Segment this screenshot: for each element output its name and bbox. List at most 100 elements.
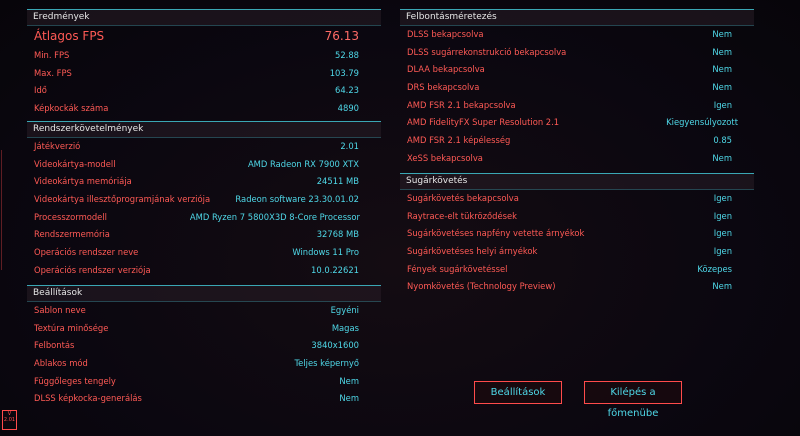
rt-reflections-value: Igen <box>713 210 732 221</box>
drs-value: Nem <box>712 82 732 93</box>
driver-version-label: Videokártya illesztőprogramjának verziój… <box>34 194 211 205</box>
avg-fps-label: Átlagos FPS <box>34 29 105 43</box>
avg-fps-value: 76.13 <box>324 29 359 43</box>
raytracing-panel: Sugárkövetés Sugárkövetés bekapcsolva Ige… <box>400 173 754 296</box>
raytracing-header: Sugárkövetés <box>400 173 754 190</box>
list-item: DLSS képkocka-generálás Nem <box>27 390 381 408</box>
results-panel: Eredmények Átlagos FPS 76.13 Min. FPS 52… <box>27 9 381 118</box>
list-item: Függőleges tengely Nem <box>27 373 381 391</box>
dlss-value: Nem <box>712 29 732 39</box>
window-mode-label: Ablakos mód <box>34 358 88 369</box>
cpu-model-label: Processzormodell <box>34 211 107 222</box>
preset-value: Egyéni <box>330 305 359 315</box>
list-item: DLAA bekapcsolva Nem <box>400 61 754 79</box>
list-item: AMD FidelityFX Super Resolution 2.1 Kiegy… <box>400 114 754 132</box>
scaling-header: Felbontásméretezés <box>400 9 754 26</box>
list-item: Sugárkövetés bekapcsolva Igen <box>400 190 754 208</box>
list-item: AMD FSR 2.1 képélesség 0.85 <box>400 132 754 150</box>
dlss-label: DLSS bekapcsolva <box>407 29 484 39</box>
gpu-model-label: Videokártya-modell <box>34 158 116 169</box>
list-item: Játékverzió 2.01 <box>27 138 381 156</box>
frames-row: Képkockák száma 4890 <box>27 100 381 118</box>
frames-label: Képkockák száma <box>34 103 109 114</box>
rt-sun-shadows-label: Sugárkövetéses napfény vetette árnyékok <box>407 228 585 239</box>
dlss-framegen-label: DLSS képkocka-generálás <box>34 393 142 404</box>
list-item: Operációs rendszer neve Windows 11 Pro <box>27 244 381 262</box>
version-tag: V 2.01 <box>2 410 17 430</box>
avg-fps-row: Átlagos FPS 76.13 <box>27 26 381 47</box>
list-item: Felbontás 3840x1600 <box>27 337 381 355</box>
fsr-enabled-value: Igen <box>713 99 732 110</box>
fsr-enabled-label: AMD FSR 2.1 bekapcsolva <box>407 99 516 110</box>
dlss-rr-label: DLSS sugárrekonstrukció bekapcsolva <box>407 46 567 57</box>
list-item: Nyomkövetés (Technology Preview) Nem <box>400 278 754 296</box>
vsync-label: Függőleges tengely <box>34 375 116 386</box>
os-name-label: Operációs rendszer neve <box>34 247 139 258</box>
xess-label: XeSS bekapcsolva <box>407 152 483 163</box>
resolution-value: 3840x1600 <box>311 340 359 351</box>
list-item: Rendszermemória 32768 MB <box>27 226 381 244</box>
rt-local-shadows-value: Igen <box>713 246 732 257</box>
texture-quality-label: Textúra minősége <box>34 322 109 333</box>
results-header: Eredmények <box>27 9 381 26</box>
list-item: Videokártya illesztőprogramjának verziój… <box>27 191 381 209</box>
fsr-sharpness-label: AMD FSR 2.1 képélesség <box>407 135 511 146</box>
rt-local-shadows-label: Sugárkövetéses helyi árnyékok <box>407 246 538 257</box>
settings-panel: Beállítások Sablon neve Egyéni Textúra mi… <box>27 285 381 408</box>
texture-quality-value: Magas <box>331 322 359 333</box>
fsr-mode-value: Kiegyensúlyozott <box>666 117 738 128</box>
settings-button[interactable]: Beállítások <box>474 381 562 404</box>
min-fps-label: Min. FPS <box>34 50 70 60</box>
time-value: 64.23 <box>335 85 359 96</box>
list-item: Ablakos mód Teljes képernyő <box>27 355 381 373</box>
max-fps-value: 103.79 <box>329 67 359 78</box>
preset-label: Sablon neve <box>34 305 86 315</box>
path-tracing-label: Nyomkövetés (Technology Preview) <box>407 281 556 292</box>
game-version-label: Játékverzió <box>34 141 81 151</box>
rt-sun-shadows-value: Igen <box>713 228 732 239</box>
exit-to-main-menu-button[interactable]: Kilépés a főmenübe <box>584 381 682 419</box>
gpu-model-value: AMD Radeon RX 7900 XTX <box>247 158 359 169</box>
system-memory-value: 32768 MB <box>316 229 359 240</box>
os-name-value: Windows 11 Pro <box>292 247 359 258</box>
rt-enabled-value: Igen <box>713 193 732 203</box>
max-fps-row: Max. FPS 103.79 <box>27 65 381 83</box>
dlss-rr-value: Nem <box>712 46 732 57</box>
system-panel: Rendszerkövetelmények Játékverzió 2.01 Vi… <box>27 121 381 280</box>
os-version-label: Operációs rendszer verziója <box>34 264 151 275</box>
system-header: Rendszerkövetelmények <box>27 121 381 138</box>
list-item: Sablon neve Egyéni <box>27 302 381 320</box>
settings-header: Beállítások <box>27 285 381 302</box>
list-item: Videokártya memóriája 24511 MB <box>27 173 381 191</box>
list-item: Raytrace-elt tükröződések Igen <box>400 208 754 226</box>
list-item: Operációs rendszer verziója 10.0.22621 <box>27 262 381 280</box>
dlss-framegen-value: Nem <box>339 393 359 404</box>
resolution-label: Felbontás <box>34 340 75 351</box>
window-mode-value: Teljes képernyő <box>294 358 359 369</box>
max-fps-label: Max. FPS <box>34 67 72 78</box>
frames-value: 4890 <box>337 103 359 114</box>
scaling-panel: Felbontásméretezés DLSS bekapcsolva Nem D… <box>400 9 754 168</box>
list-item: Textúra minősége Magas <box>27 320 381 338</box>
fsr-sharpness-value: 0.85 <box>713 135 732 146</box>
cpu-model-value: AMD Ryzen 7 5800X3D 8-Core Processor <box>189 211 360 222</box>
list-item: Sugárkövetéses napfény vetette árnyékok I… <box>400 225 754 243</box>
fsr-mode-label: AMD FidelityFX Super Resolution 2.1 <box>407 117 560 128</box>
vsync-value: Nem <box>339 375 359 386</box>
list-item: Sugárkövetéses helyi árnyékok Igen <box>400 243 754 261</box>
side-decoration <box>1 150 6 270</box>
dlaa-label: DLAA bekapcsolva <box>407 64 485 75</box>
xess-value: Nem <box>712 152 732 163</box>
list-item: DRS bekapcsolva Nem <box>400 79 754 97</box>
dlaa-value: Nem <box>712 64 732 75</box>
os-version-value: 10.0.22621 <box>311 264 359 275</box>
path-tracing-value: Nem <box>712 281 732 292</box>
list-item: XeSS bekapcsolva Nem <box>400 150 754 168</box>
min-fps-row: Min. FPS 52.88 <box>27 47 381 65</box>
list-item: AMD FSR 2.1 bekapcsolva Igen <box>400 97 754 115</box>
gpu-memory-label: Videokártya memóriája <box>34 176 132 187</box>
list-item: Fények sugárkövetéssel Közepes <box>400 261 754 279</box>
time-row: Idő 64.23 <box>27 82 381 100</box>
min-fps-value: 52.88 <box>335 50 359 60</box>
list-item: DLSS bekapcsolva Nem <box>400 26 754 44</box>
